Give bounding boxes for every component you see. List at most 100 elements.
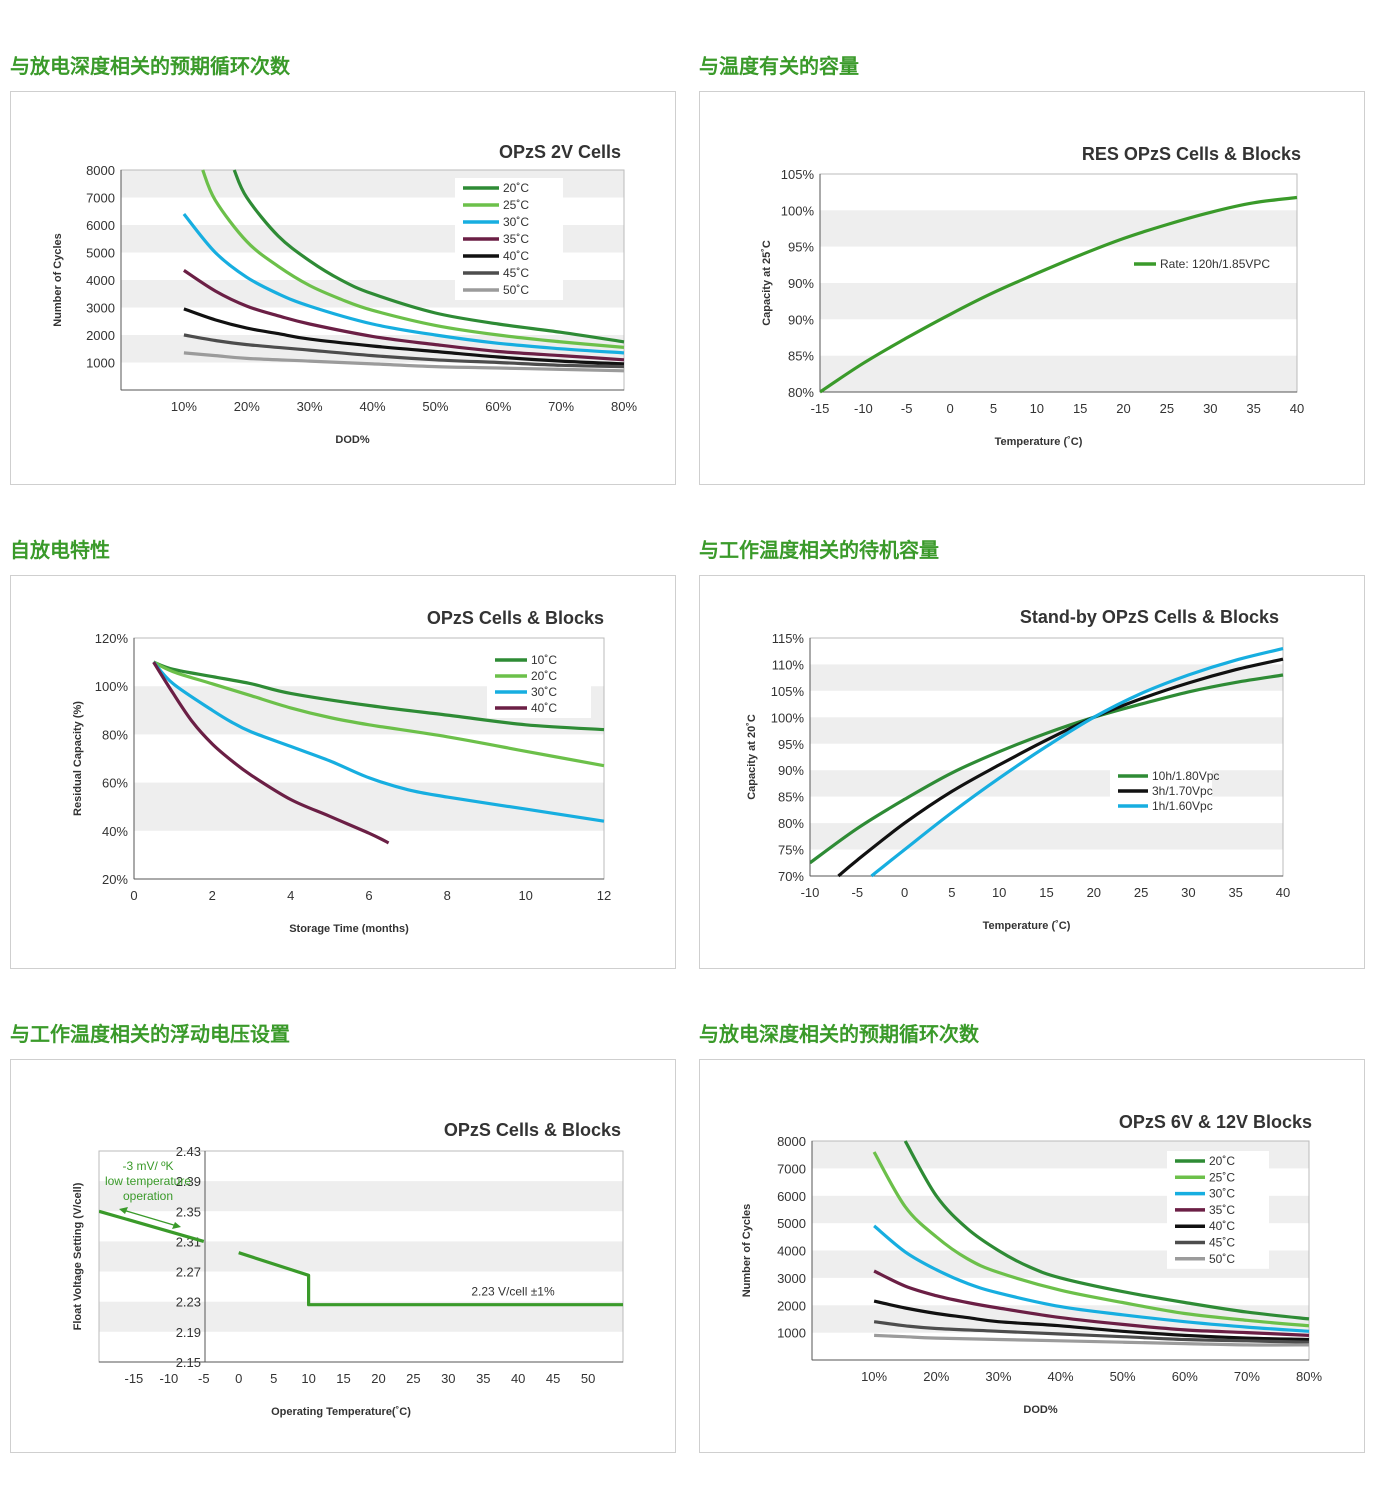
x-tick-label: 30% [985,1369,1011,1384]
legend-label: 35˚C [503,232,529,246]
x-tick-label: 35 [1246,401,1260,416]
y-tick-label: 2.15 [176,1355,201,1370]
legend-label: 50˚C [503,283,529,297]
series-line-10C [153,660,605,732]
y-tick-label: 8000 [777,1134,806,1149]
flat-voltage-annotation: 2.23 V/cell ±1% [471,1285,555,1299]
legend-label: 40˚C [1209,1219,1235,1233]
legend-label: 50˚C [1209,1252,1235,1266]
y-tick-label: 6000 [86,218,115,233]
x-tick-label: 10% [861,1369,887,1384]
slope-arrow-head-left [119,1207,128,1214]
section-title-cycles-blocks: 与放电深度相关的预期循环次数 [699,1022,979,1046]
section-title-self-discharge: 自放电特性 [10,538,110,562]
chart-title: OPzS Cells & Blocks [427,608,604,628]
x-tick-label: 10 [992,885,1006,900]
legend-label: 35˚C [1209,1203,1235,1217]
x-tick-label: 10% [171,399,197,414]
y-axis-label: Capacity at 20˚C [746,714,758,800]
y-tick-label: 2.35 [176,1204,201,1219]
x-tick-label: 20% [923,1369,949,1384]
x-tick-label: 30% [297,399,323,414]
series-line-3h170Vpc [837,657,1284,878]
y-tick-label: 2000 [86,328,115,343]
x-tick-label: 70% [548,399,574,414]
x-tick-label: -5 [198,1371,210,1386]
y-tick-label: 80% [102,727,128,742]
slope-annotation-line3: operation [123,1189,173,1203]
legend-label: 20˚C [503,181,529,195]
chart-title: OPzS 2V Cells [499,142,621,162]
y-axis-label: Number of Cycles [741,1204,753,1298]
series-line-50C [874,1333,1310,1347]
y-tick-label: 100% [771,710,805,725]
series-line-0 [99,1209,205,1243]
y-tick-label: 95% [778,737,804,752]
y-tick-label: 6000 [777,1189,806,1204]
legend-label: 45˚C [503,266,529,280]
chart-title: OPzS 6V & 12V Blocks [1119,1112,1312,1132]
x-tick-label: -10 [801,885,820,900]
x-tick-label: 0 [901,885,908,900]
x-tick-label: 5 [990,401,997,416]
series-line-50C [183,351,625,373]
y-tick-label: 3000 [86,301,115,316]
series-line-25C [872,1151,1310,1328]
x-tick-label: -5 [852,885,864,900]
series-line-40C [873,1299,1310,1342]
legend-label: 45˚C [1209,1236,1235,1250]
chart-panel-cycles-2v: OPzS 2V Cells 1000 2000 3000 4000 5000 6000 700… [10,91,676,485]
y-tick-label: 60% [102,776,128,791]
y-tick-label: 5000 [86,246,115,261]
x-tick-label: 40 [1290,401,1304,416]
y-tick-label: 75% [778,843,804,858]
series-line-Rate120h185VPC [820,195,1298,394]
series-line-20C [152,660,605,768]
x-tick-label: 60% [485,399,511,414]
x-tick-label: 4 [287,888,294,903]
section-title-float-voltage: 与工作温度相关的浮动电压设置 [10,1022,290,1046]
y-tick-label: 115% [772,631,805,646]
series-line-10h180Vpc [810,673,1284,865]
legend-label: 3h/1.70Vpc [1152,784,1213,798]
y-tick-label: 8000 [86,163,115,178]
y-tick-label: 2.23 [176,1295,201,1310]
chart-panel-cycles-blocks: OPzS 6V & 12V Blocks 1000 2000 3000 4000 5000… [699,1059,1365,1453]
x-tick-label: 5 [270,1371,277,1386]
x-tick-label: 10 [1030,401,1044,416]
x-tick-label: 10 [518,888,532,903]
y-tick-label: 7000 [86,191,115,206]
x-tick-label: 0 [946,401,953,416]
y-tick-label: 100% [781,203,815,218]
x-tick-label: 5 [948,885,955,900]
legend-label: Rate: 120h/1.85VPC [1160,257,1270,271]
chart-panel-standby-capacity: Stand-by OPzS Cells & Blocks 70% 75% 80% 85%… [699,575,1365,969]
x-tick-label: -15 [125,1371,144,1386]
legend-label: 30˚C [503,215,529,229]
x-axis-label: Temperature (˚C) [995,436,1083,448]
x-tick-label: 50% [1110,1369,1136,1384]
series-line-1h160Vpc [870,647,1284,878]
legend-label: 40˚C [531,701,557,715]
x-tick-label: 0 [130,888,137,903]
chart-title: Stand-by OPzS Cells & Blocks [1020,607,1279,627]
y-tick-label: 2.43 [176,1144,201,1159]
x-tick-label: 20 [1116,401,1130,416]
y-tick-label: 80% [778,816,804,831]
x-tick-label: 6 [365,888,372,903]
slope-annotation-line2: low temperature [105,1174,191,1188]
x-tick-label: 25 [1134,885,1148,900]
chart-panel-self-discharge: OPzS Cells & Blocks 20% 40% 60% 80% 100% 120% 0… [10,575,676,969]
y-tick-label: 1000 [86,356,115,371]
x-tick-label: 30 [1203,401,1217,416]
x-tick-label: 8 [444,888,451,903]
y-tick-label: 1000 [777,1326,806,1341]
legend-label: 10h/1.80Vpc [1152,769,1219,783]
x-tick-label: 80% [1296,1369,1322,1384]
legend-label: 30˚C [531,685,557,699]
slope-arrow [122,1209,178,1227]
y-tick-label: 7000 [777,1161,806,1176]
grid-band [820,210,1297,247]
legend-label: 30˚C [1209,1187,1235,1201]
section-title-cycles-2v: 与放电深度相关的预期循环次数 [10,54,290,78]
